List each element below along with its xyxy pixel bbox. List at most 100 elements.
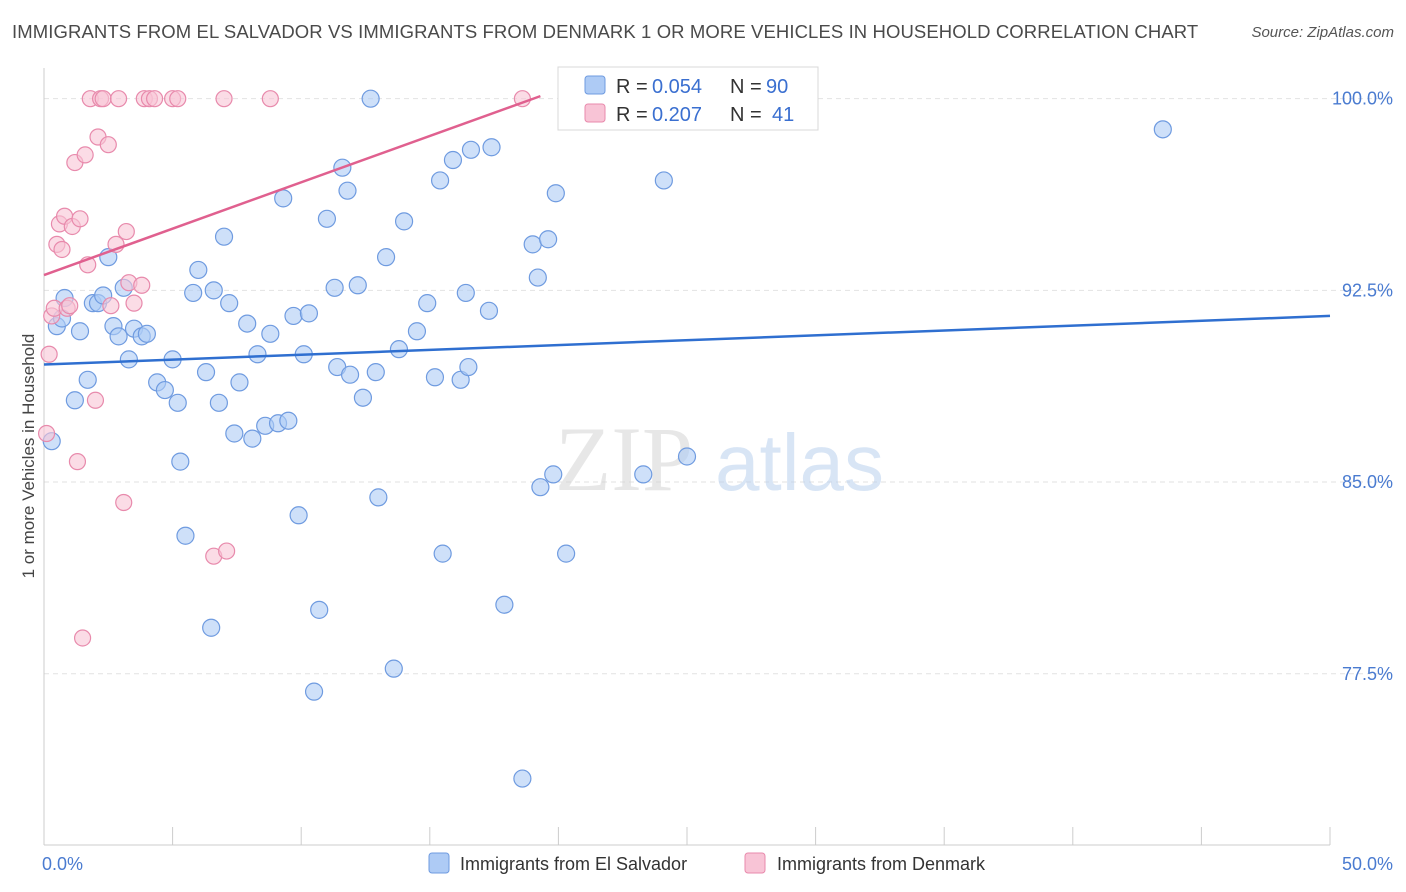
trend-lines — [43, 94, 1331, 366]
el-salvador-point-57 — [366, 363, 385, 382]
el-salvador-point-25 — [189, 260, 208, 280]
denmark-point-27 — [117, 222, 135, 241]
el-salvador-point-22 — [171, 452, 190, 471]
el-salvador-point-42 — [284, 306, 303, 326]
x-tick-label-1: 50.0% — [1342, 854, 1393, 874]
el-salvador-point-73 — [479, 301, 499, 320]
el-salvador-point-85 — [654, 171, 673, 190]
legend-r-value-2: 0.207 — [652, 104, 702, 126]
bottom-legend-swatch-el-salvador — [428, 852, 450, 874]
el-salvador-point-38 — [261, 324, 280, 343]
el-salvador-point-30 — [214, 227, 234, 246]
el-salvador-point-43 — [289, 506, 308, 525]
el-salvador-point-64 — [418, 294, 437, 313]
el-salvador-point-5 — [70, 322, 90, 341]
el-salvador-point-12 — [109, 327, 128, 346]
denmark-point-30 — [133, 276, 151, 294]
el-salvador-point-75 — [495, 595, 514, 614]
y-axis-label: 1 or more Vehicles in Household — [19, 334, 38, 579]
el-salvador-point-62 — [394, 212, 414, 231]
el-salvador-point-81 — [544, 465, 563, 484]
denmark-point-15 — [76, 146, 94, 164]
el-salvador-point-68 — [443, 150, 463, 170]
denmark-point-9 — [61, 297, 79, 315]
series-denmark-points — [37, 90, 531, 647]
trend-line-el-salvador — [43, 314, 1331, 366]
legend-n-label-1: N = — [730, 76, 762, 98]
denmark-point-6 — [53, 240, 71, 259]
axes — [43, 68, 1331, 846]
legend-swatch-denmark — [584, 103, 606, 123]
el-salvador-point-70 — [456, 283, 475, 303]
denmark-point-23 — [102, 297, 120, 315]
el-salvador-point-80 — [539, 230, 558, 249]
denmark-point-0 — [37, 424, 56, 443]
el-salvador-point-63 — [407, 322, 427, 341]
bottom-legend: Immigrants from El Salvador Immigrants f… — [428, 852, 986, 874]
y-tick-label-2: 92.5% — [1342, 280, 1393, 300]
el-salvador-point-46 — [304, 682, 324, 701]
source-label: Source: ZipAtlas.com — [1251, 24, 1394, 41]
x-tick-label-0: 0.0% — [42, 854, 83, 874]
el-salvador-point-65 — [425, 368, 445, 387]
el-salvador-point-67 — [433, 544, 452, 563]
el-salvador-point-35 — [243, 429, 262, 448]
denmark-point-37 — [218, 542, 236, 560]
el-salvador-point-79 — [531, 478, 550, 497]
el-salvador-point-49 — [325, 278, 344, 297]
el-salvador-point-24 — [184, 283, 203, 303]
el-salvador-point-82 — [546, 184, 565, 203]
denmark-point-18 — [86, 391, 105, 409]
el-salvador-point-61 — [389, 340, 409, 359]
el-salvador-point-55 — [353, 388, 373, 407]
legend-r-label-2: R = — [616, 104, 648, 126]
el-salvador-point-58 — [369, 488, 388, 507]
el-salvador-point-34 — [238, 314, 257, 333]
el-salvador-point-33 — [230, 373, 249, 392]
el-salvador-point-59 — [376, 248, 396, 267]
el-salvador-point-17 — [137, 324, 156, 343]
bottom-legend-swatch-denmark — [744, 852, 766, 874]
el-salvador-point-41 — [279, 411, 298, 430]
y-tick-label-1: 85.0% — [1342, 472, 1393, 492]
el-salvador-point-48 — [317, 209, 337, 228]
legend-n-value-2: 41 — [772, 104, 794, 126]
el-salvador-point-21 — [168, 393, 187, 412]
chart-title: IMMIGRANTS FROM EL SALVADOR VS IMMIGRANT… — [12, 21, 1199, 42]
el-salvador-point-29 — [209, 393, 228, 412]
denmark-point-14 — [73, 629, 92, 647]
denmark-point-12 — [68, 453, 87, 471]
el-salvador-point-74 — [482, 138, 501, 157]
el-salvador-point-27 — [202, 618, 221, 637]
watermark-atlas: atlas — [715, 418, 884, 507]
el-salvador-point-78 — [528, 268, 547, 287]
correlation-legend: R = 0.054 N = 90 R = 0.207 N = 41 — [557, 66, 819, 131]
y-tick-label-0: 77.5% — [1342, 664, 1393, 684]
el-salvador-point-47 — [310, 600, 329, 619]
el-salvador-point-36 — [248, 345, 267, 364]
el-salvador-point-83 — [557, 544, 576, 563]
el-salvador-point-4 — [65, 391, 84, 410]
el-salvador-point-32 — [225, 424, 244, 443]
el-salvador-point-19 — [155, 380, 174, 400]
el-salvador-point-40 — [274, 189, 293, 208]
bottom-legend-label-denmark: Immigrants from Denmark — [777, 854, 986, 874]
el-salvador-point-84 — [634, 465, 653, 484]
denmark-point-1 — [40, 345, 58, 363]
legend-n-value-1: 90 — [766, 76, 788, 98]
legend-r-value-1: 0.054 — [652, 76, 702, 98]
el-salvador-point-60 — [384, 659, 403, 678]
el-salvador-point-71 — [459, 357, 478, 377]
denmark-point-22 — [99, 136, 117, 154]
el-salvador-point-23 — [176, 526, 195, 545]
el-salvador-point-31 — [220, 294, 239, 313]
denmark-point-29 — [125, 294, 143, 312]
denmark-point-39 — [261, 90, 279, 108]
el-salvador-point-66 — [430, 171, 450, 190]
el-salvador-point-72 — [461, 140, 481, 159]
el-salvador-point-6 — [78, 370, 97, 389]
tick-labels: 77.5% 85.0% 92.5% 100.0% 0.0% 50.0% — [42, 89, 1393, 874]
el-salvador-point-87 — [1153, 120, 1172, 139]
denmark-point-25 — [109, 90, 128, 108]
